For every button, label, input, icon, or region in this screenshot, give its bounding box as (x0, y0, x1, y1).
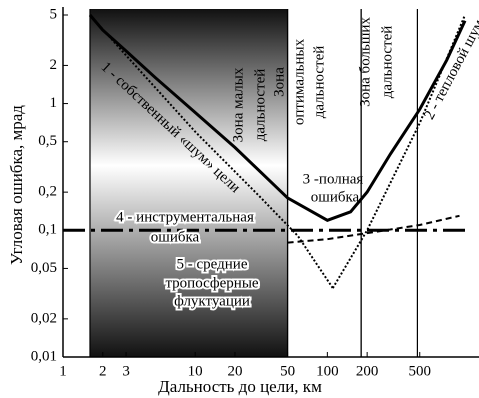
series-label: 4 - инструментальная (116, 209, 254, 225)
series-label: 5 - средние (177, 256, 248, 272)
series-line (89, 14, 334, 289)
series-label: ошибка (151, 229, 200, 245)
x-axis-label: Дальность до цели, км (158, 377, 322, 396)
y-tick-label: 0,02 (31, 310, 57, 326)
zone-label: дальностей (379, 26, 395, 99)
y-tick-label: 0,05 (31, 260, 57, 276)
y-tick-label: 2 (50, 57, 58, 73)
zone-label: Зона больших (357, 17, 373, 107)
zone-label: Зона (271, 67, 287, 97)
y-tick-label: 0,1 (38, 222, 57, 238)
x-tick-label: 2 (99, 363, 107, 379)
y-tick-label: 0,5 (38, 133, 57, 149)
x-tick-label: 1 (59, 363, 67, 379)
series-line (287, 214, 460, 244)
series-label: 3 -полная (303, 171, 364, 187)
y-axis-label: Угловая ошибка, мрад (7, 105, 26, 265)
series-label: флуктуации (174, 293, 250, 309)
x-tick-label: 20 (227, 363, 242, 379)
x-tick-label: 3 (122, 363, 130, 379)
series-label: ошибка (311, 189, 360, 205)
x-tick-label: 50 (280, 363, 295, 379)
plot-area (63, 14, 467, 289)
x-tick-label: 500 (408, 363, 431, 379)
series-line (331, 14, 466, 289)
x-tick-label: 100 (316, 363, 339, 379)
series-label: тропосферные (165, 275, 258, 291)
x-tick-label: 200 (356, 363, 379, 379)
zone-label: дальностей (311, 46, 327, 119)
series-label: 2 - тепловой шум (421, 17, 479, 123)
y-tick-label: 5 (50, 6, 58, 22)
y-tick-label: 0,01 (31, 348, 57, 364)
y-tick-label: 1 (50, 95, 58, 111)
y-tick-label: 0,2 (38, 184, 57, 200)
x-tick-label: 10 (188, 363, 203, 379)
zone-label: оптимальных (291, 38, 307, 125)
zone-label: дальностей (252, 69, 268, 142)
zone-shade (89, 9, 288, 357)
series-line (88, 14, 467, 222)
zone-label: Зона малых (230, 67, 246, 142)
